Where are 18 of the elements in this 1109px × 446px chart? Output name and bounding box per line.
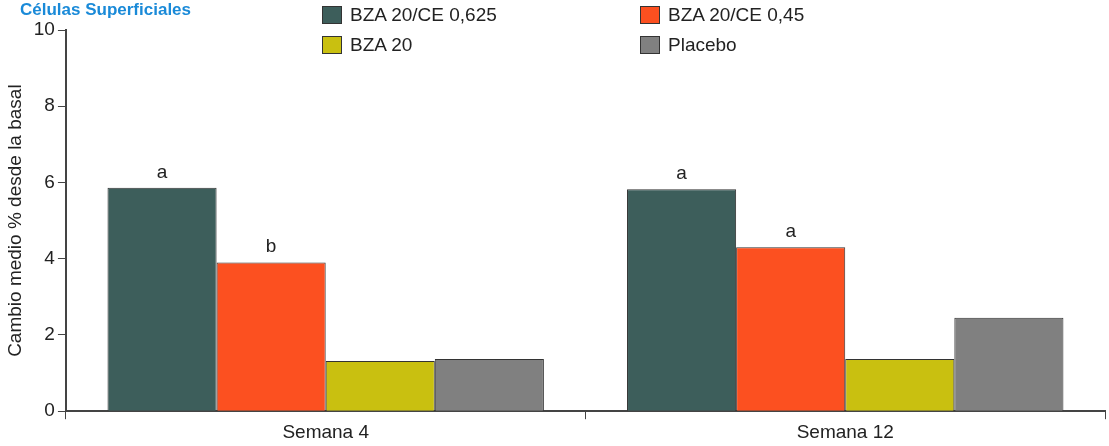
y-axis-title: Cambio medio % desde la basal xyxy=(3,84,25,357)
y-tick-label: 4 xyxy=(44,246,56,268)
legend-label: Placebo xyxy=(668,34,737,56)
data-label: a xyxy=(676,162,688,184)
x-tick-label: Semana 4 xyxy=(282,420,370,442)
data-label: a xyxy=(785,220,797,242)
data-label: a xyxy=(156,160,168,182)
y-tick-label: 10 xyxy=(33,18,55,40)
legend-label: BZA 20 xyxy=(350,34,413,56)
x-tick-label: Semana 12 xyxy=(796,420,894,442)
legend-label: BZA 20/CE 0,45 xyxy=(668,4,805,26)
y-tick-label: 8 xyxy=(44,94,55,116)
legend-label: BZA 20/CE 0,625 xyxy=(350,4,497,26)
y-tick-label: 2 xyxy=(44,323,55,345)
y-tick-label: 6 xyxy=(44,170,55,192)
data-label: b xyxy=(265,235,277,257)
chart-title: Células Superficiales xyxy=(20,0,192,20)
y-tick-label: 0 xyxy=(44,399,55,421)
